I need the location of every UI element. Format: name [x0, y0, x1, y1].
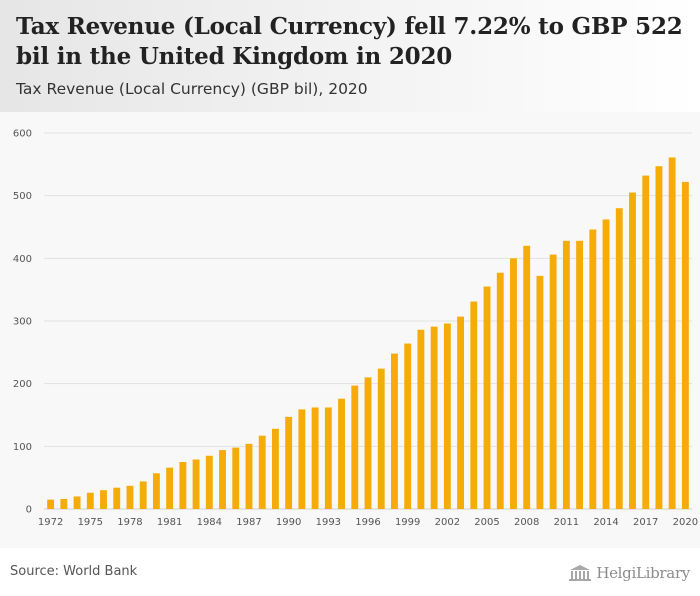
bar-1993 — [324, 407, 332, 509]
bar-1982 — [179, 462, 187, 509]
library-building-icon — [569, 565, 592, 581]
bar-1974 — [73, 496, 81, 509]
bar-1996 — [364, 377, 372, 509]
bar-2014 — [602, 219, 610, 509]
x-tick-label: 2005 — [474, 517, 499, 528]
chart-subtitle: Tax Revenue (Local Currency) (GBP bil), … — [16, 80, 368, 98]
bar-1972 — [47, 499, 55, 509]
bar-2013 — [589, 229, 597, 509]
x-tick-label: 2002 — [435, 517, 460, 528]
x-tick-label: 1984 — [197, 517, 222, 528]
x-tick-label: 2008 — [514, 517, 539, 528]
bar-1994 — [338, 398, 345, 509]
x-tick-label: 1975 — [78, 517, 103, 528]
bar-1997 — [377, 368, 385, 509]
bar-2018 — [655, 166, 663, 509]
x-axis-ticks: 1972 1975 1978 1981 1984 1987 1990 1993 1996 1999… — [38, 517, 698, 528]
x-tick-label: 1972 — [38, 517, 63, 528]
y-tick-label: 300 — [13, 317, 32, 328]
x-tick-label: 1981 — [157, 517, 182, 528]
y-axis-ticks: 0 100 200 300 400 500 600 — [13, 129, 32, 516]
y-tick-label: 500 — [13, 191, 32, 202]
bar-1980 — [152, 473, 160, 509]
bar-1978 — [126, 485, 134, 509]
bar-2007 — [510, 258, 517, 509]
y-tick-label: 100 — [13, 442, 32, 453]
bar-2012 — [576, 240, 584, 510]
bar-chart: 0 100 200 300 400 500 600 1972 1975 1978 1981 1984… — [13, 129, 698, 529]
x-tick-label: 2011 — [554, 517, 579, 528]
x-tick-label: 2017 — [633, 517, 658, 528]
y-tick-label: 400 — [13, 254, 32, 265]
bar-1992 — [311, 407, 319, 509]
bars — [47, 157, 689, 510]
bar-2001 — [430, 326, 438, 509]
logo-text: HelgiLibrary — [596, 564, 690, 582]
bar-1979 — [139, 481, 147, 509]
bar-1995 — [351, 385, 359, 509]
bar-2011 — [562, 240, 570, 510]
bar-1981 — [166, 467, 174, 509]
helgi-library-logo: HelgiLibrary — [568, 562, 690, 584]
x-tick-label: 2014 — [593, 517, 618, 528]
x-tick-label: 1999 — [395, 517, 420, 528]
bar-2003 — [457, 316, 465, 509]
chart-title: Tax Revenue (Local Currency) fell 7.22% … — [16, 13, 683, 70]
bar-1988 — [258, 435, 266, 509]
plot-background — [0, 112, 700, 548]
bar-2002 — [443, 323, 451, 509]
bar-2010 — [549, 254, 557, 509]
bar-1991 — [298, 409, 306, 509]
bar-2019 — [668, 157, 676, 509]
bar-1975 — [86, 492, 94, 509]
bar-1984 — [205, 455, 213, 509]
bar-1977 — [113, 487, 121, 509]
bar-2004 — [470, 301, 478, 509]
bar-2006 — [496, 272, 504, 509]
bar-2009 — [536, 275, 544, 509]
y-tick-label: 600 — [13, 129, 32, 140]
bar-1989 — [271, 428, 279, 509]
bar-1973 — [60, 498, 68, 509]
bar-1976 — [100, 490, 107, 509]
bar-2005 — [483, 286, 491, 509]
x-tick-label: 1978 — [117, 517, 142, 528]
bar-1986 — [232, 447, 240, 509]
bar-1985 — [219, 450, 226, 509]
source-note: Source: World Bank — [10, 564, 138, 579]
bar-1987 — [245, 443, 253, 509]
chart-header: Tax Revenue (Local Currency) fell 7.22% … — [0, 0, 700, 112]
bar-2020 — [681, 181, 689, 509]
bar-1990 — [285, 416, 293, 509]
bar-2008 — [523, 245, 531, 510]
y-tick-label: 200 — [13, 379, 32, 390]
bar-2000 — [417, 329, 425, 509]
bar-1998 — [391, 353, 398, 509]
y-tick-label: 0 — [26, 505, 32, 516]
x-tick-label: 1996 — [355, 517, 380, 528]
bar-1999 — [404, 343, 412, 509]
x-tick-label: 1987 — [236, 517, 261, 528]
x-tick-label: 1990 — [276, 517, 301, 528]
bar-1983 — [192, 459, 200, 509]
x-tick-label: 2020 — [673, 517, 698, 528]
x-tick-label: 1993 — [316, 517, 341, 528]
bar-2017 — [642, 175, 650, 510]
bar-2015 — [615, 208, 623, 509]
bar-2016 — [629, 192, 636, 509]
